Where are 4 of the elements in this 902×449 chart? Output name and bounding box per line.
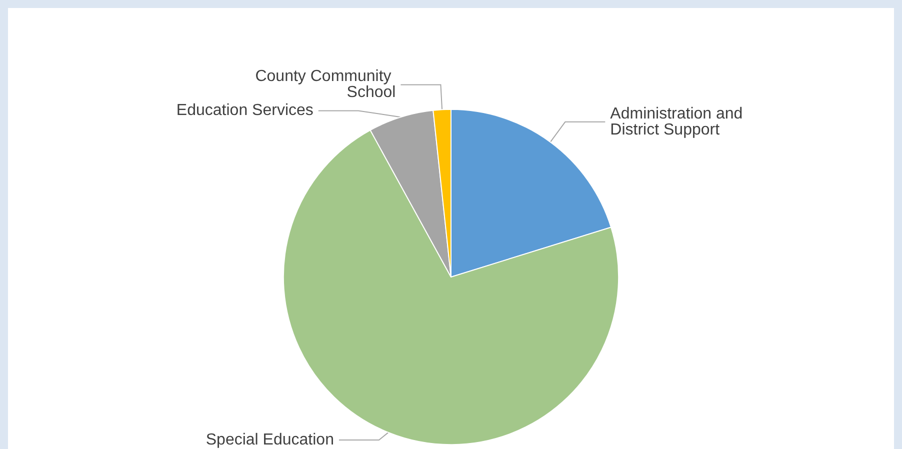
slice-label: County Community School xyxy=(255,68,396,102)
slice-label: Education Services xyxy=(176,102,314,120)
slice-label: Administration and District Support xyxy=(610,105,748,138)
slice-label: Special Education xyxy=(206,432,334,448)
